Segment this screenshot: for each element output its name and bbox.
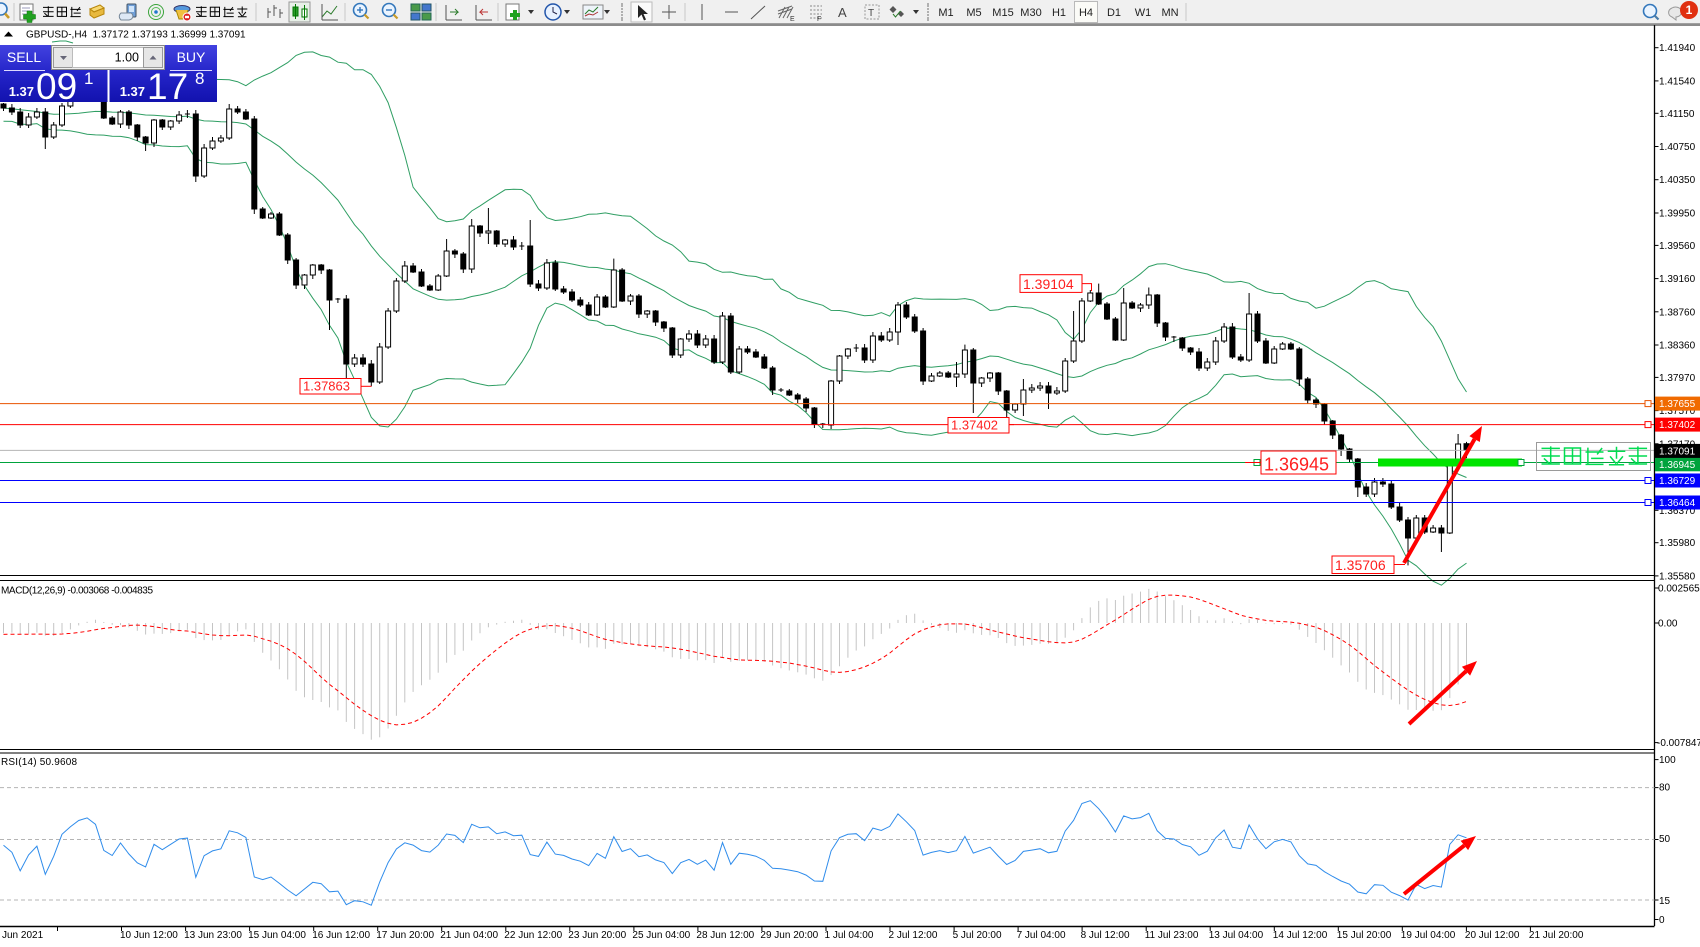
svg-text:1.35706: 1.35706: [1335, 557, 1386, 573]
svg-text:F: F: [817, 16, 821, 23]
svg-text:17: 17: [147, 66, 188, 107]
svg-text:1: 1: [84, 69, 93, 88]
svg-text:15 Jun 04:00: 15 Jun 04:00: [248, 930, 306, 941]
svg-text:13 Jul 04:00: 13 Jul 04:00: [1209, 930, 1264, 941]
svg-text:1.40750: 1.40750: [1659, 142, 1696, 153]
svg-text:A: A: [838, 5, 847, 20]
svg-text:8: 8: [195, 69, 204, 88]
svg-text:1.37655: 1.37655: [1659, 399, 1696, 410]
svg-text:28 Jun 12:00: 28 Jun 12:00: [696, 930, 754, 941]
svg-text:21 Jul 20:00: 21 Jul 20:00: [1529, 930, 1584, 941]
svg-text:1 Jul 04:00: 1 Jul 04:00: [825, 930, 874, 941]
svg-text:20 Jul 12:00: 20 Jul 12:00: [1465, 930, 1520, 941]
svg-text:1.37570: 1.37570: [1659, 406, 1696, 417]
svg-text:M5: M5: [966, 7, 981, 19]
svg-text:1.35580: 1.35580: [1659, 571, 1696, 582]
svg-text:0.002565: 0.002565: [1658, 584, 1700, 595]
svg-text:1.38360: 1.38360: [1659, 341, 1696, 352]
svg-text:5 Jul 20:00: 5 Jul 20:00: [953, 930, 1002, 941]
svg-text:E: E: [790, 16, 795, 23]
svg-text:1.37970: 1.37970: [1659, 373, 1696, 384]
svg-text:1.39160: 1.39160: [1659, 274, 1696, 285]
svg-text:1.41540: 1.41540: [1659, 76, 1696, 87]
svg-text:M1: M1: [938, 7, 953, 19]
svg-text:MACD(12,26,9) -0.003068 -0.004: MACD(12,26,9) -0.003068 -0.004835: [1, 586, 153, 597]
svg-text:SELL: SELL: [7, 49, 41, 65]
svg-text:16 Jun 12:00: 16 Jun 12:00: [312, 930, 370, 941]
svg-text:25 Jun 04:00: 25 Jun 04:00: [632, 930, 690, 941]
svg-text:1.36464: 1.36464: [1659, 498, 1696, 509]
svg-text:09: 09: [36, 66, 77, 107]
svg-text:2 Jul 12:00: 2 Jul 12:00: [889, 930, 938, 941]
svg-text:1.35980: 1.35980: [1659, 538, 1696, 549]
svg-text:M30: M30: [1020, 7, 1041, 19]
svg-text:8 Jul 12:00: 8 Jul 12:00: [1081, 930, 1130, 941]
svg-text:H1: H1: [1052, 7, 1066, 19]
svg-text:14 Jul 12:00: 14 Jul 12:00: [1273, 930, 1328, 941]
svg-text:1.00: 1.00: [115, 51, 139, 65]
svg-text:1.37: 1.37: [120, 84, 145, 99]
svg-text:D1: D1: [1107, 7, 1121, 19]
svg-text:1.37091: 1.37091: [1659, 446, 1696, 457]
svg-text:7 Jul 04:00: 7 Jul 04:00: [1017, 930, 1066, 941]
svg-text:1.41150: 1.41150: [1659, 109, 1695, 120]
svg-text:-0.007847: -0.007847: [1657, 738, 1700, 749]
svg-text:21 Jun 04:00: 21 Jun 04:00: [440, 930, 498, 941]
svg-text:0.00: 0.00: [1658, 619, 1678, 630]
svg-text:1.37402: 1.37402: [951, 418, 998, 433]
svg-text:0: 0: [1659, 915, 1665, 926]
svg-text:1.39104: 1.39104: [1023, 276, 1074, 292]
svg-text:22 Jun 12:00: 22 Jun 12:00: [504, 930, 562, 941]
svg-text:1.41940: 1.41940: [1659, 43, 1696, 54]
svg-text:1.37: 1.37: [9, 84, 34, 99]
svg-text:1.38760: 1.38760: [1659, 307, 1696, 318]
svg-text:19 Jul 04:00: 19 Jul 04:00: [1401, 930, 1456, 941]
svg-text:15: 15: [1659, 896, 1671, 907]
svg-text:100: 100: [1659, 755, 1676, 766]
svg-text:23 Jun 20:00: 23 Jun 20:00: [568, 930, 626, 941]
svg-text:1: 1: [1686, 3, 1693, 17]
svg-text:1.39560: 1.39560: [1659, 241, 1696, 252]
svg-text:17 Jun 20:00: 17 Jun 20:00: [376, 930, 434, 941]
svg-text:1.39950: 1.39950: [1659, 209, 1696, 220]
svg-text:29 Jun 20:00: 29 Jun 20:00: [760, 930, 818, 941]
svg-text:1.36945: 1.36945: [1659, 460, 1696, 471]
svg-text:80: 80: [1659, 783, 1671, 794]
svg-text:1.37402: 1.37402: [1659, 420, 1696, 431]
svg-text:MN: MN: [1161, 7, 1178, 19]
svg-text:1.36945: 1.36945: [1264, 455, 1329, 475]
svg-text:1.36729: 1.36729: [1659, 476, 1696, 487]
svg-text:GBPUSD-,H4 1.37172 1.37193 1.: GBPUSD-,H4 1.37172 1.37193 1.36999 1.370…: [26, 30, 246, 41]
svg-text:M15: M15: [992, 7, 1013, 19]
svg-text:10 Jun 12:00: 10 Jun 12:00: [120, 930, 178, 941]
svg-text:H4: H4: [1079, 7, 1093, 19]
svg-text:Jun 2021: Jun 2021: [2, 930, 44, 941]
svg-text:13 Jun 23:00: 13 Jun 23:00: [184, 930, 242, 941]
svg-text:1.40350: 1.40350: [1659, 175, 1696, 186]
svg-text:15 Jul 20:00: 15 Jul 20:00: [1337, 930, 1392, 941]
svg-text:RSI(14) 50.9608: RSI(14) 50.9608: [1, 757, 77, 768]
svg-text:W1: W1: [1135, 7, 1152, 19]
svg-text:11 Jul 23:00: 11 Jul 23:00: [1145, 930, 1199, 941]
svg-text:BUY: BUY: [177, 49, 206, 65]
svg-text:50: 50: [1659, 834, 1671, 845]
svg-text:T: T: [868, 8, 874, 19]
svg-text:1.36370: 1.36370: [1659, 506, 1696, 517]
svg-text:1.37863: 1.37863: [303, 379, 350, 394]
